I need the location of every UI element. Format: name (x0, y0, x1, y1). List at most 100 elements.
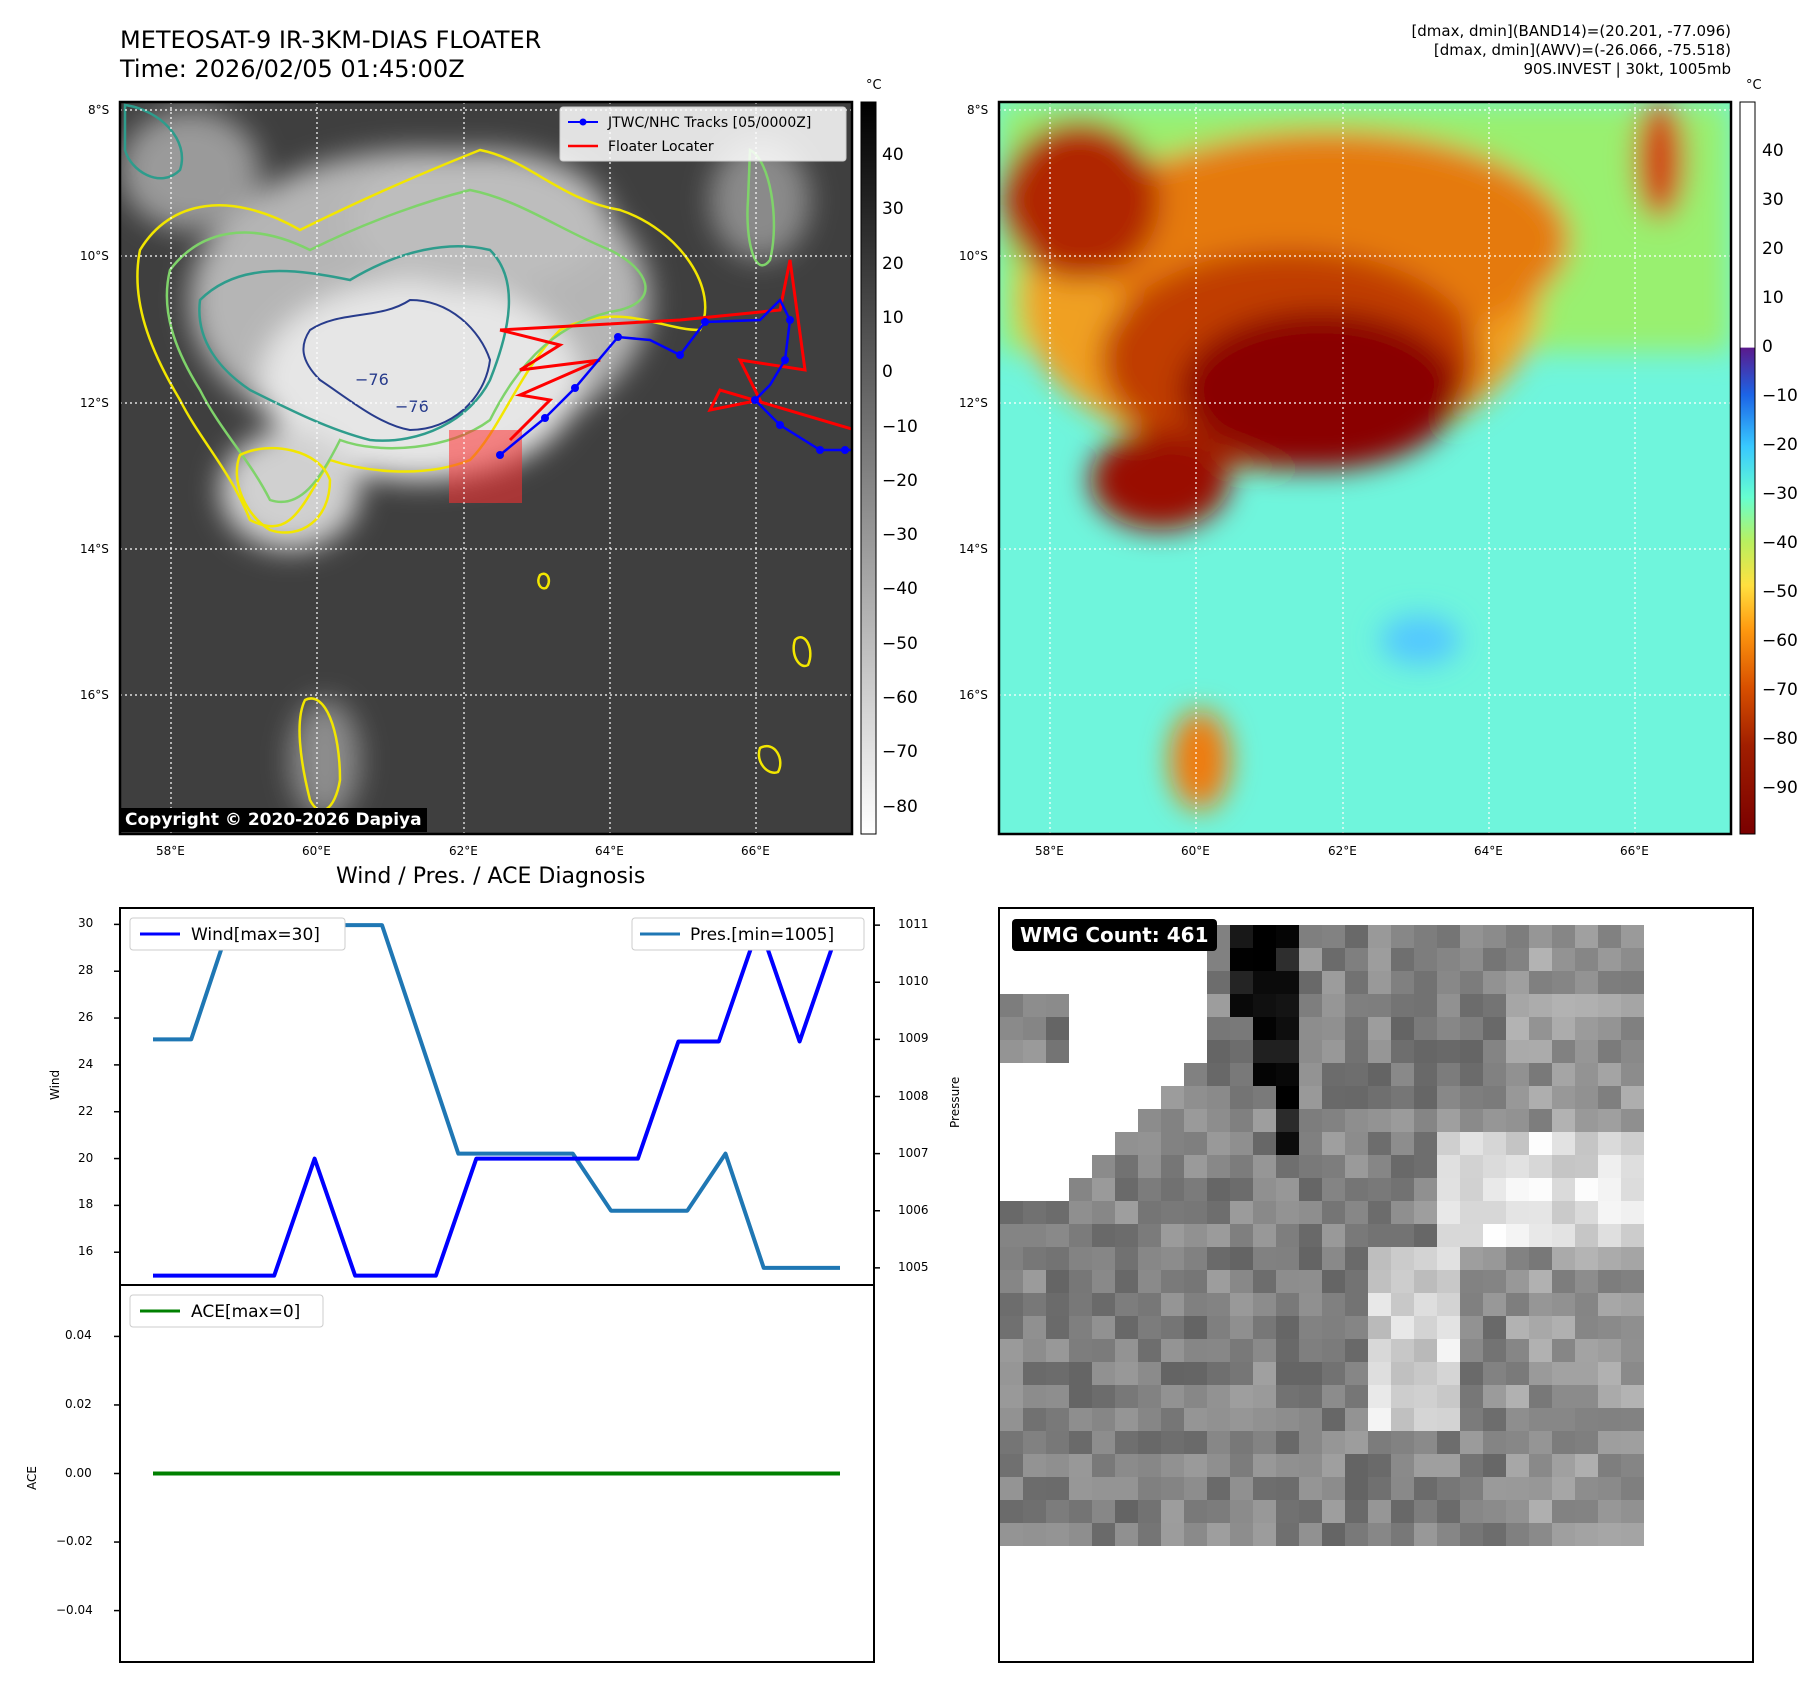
wmg-cell (1368, 925, 1391, 948)
wmg-cell (1000, 1362, 1023, 1385)
wmg-cell (1046, 1224, 1069, 1247)
wmg-cell (1437, 1431, 1460, 1454)
wmg-cell (1161, 1270, 1184, 1293)
wmg-cell (1276, 1339, 1299, 1362)
wmg-cell (1253, 1224, 1276, 1247)
wmg-cell (1299, 1201, 1322, 1224)
wmg-cell (1506, 1040, 1529, 1063)
wmg-cell (1575, 1040, 1598, 1063)
wmg-cell (1391, 1040, 1414, 1063)
wmg-cell (1391, 1086, 1414, 1109)
wmg-cell (1322, 1040, 1345, 1063)
wmg-cell (1483, 1109, 1506, 1132)
wmg-cell (1207, 1500, 1230, 1523)
wmg-cell (1207, 1201, 1230, 1224)
wmg-cell (1621, 1385, 1644, 1408)
wmg-cell (1414, 1523, 1437, 1546)
wmg-cell (1276, 1500, 1299, 1523)
enh-colorbar-tick: −70 (1762, 680, 1798, 700)
wmg-cell (1069, 1293, 1092, 1316)
wmg-cell (1322, 925, 1345, 948)
wmg-cell (1069, 1454, 1092, 1477)
wmg-cell (1437, 1362, 1460, 1385)
wmg-cell (1138, 1362, 1161, 1385)
wmg-cell (1621, 1132, 1644, 1155)
pressure-tick: 1006 (898, 1202, 929, 1217)
wind-tick: 24 (78, 1056, 94, 1071)
lon-tick: 58°E (1035, 844, 1064, 858)
wmg-cell (1552, 948, 1575, 971)
wmg-cell (1207, 1040, 1230, 1063)
enh-colorbar-tick: 40 (1762, 141, 1784, 161)
wmg-cell (1575, 1385, 1598, 1408)
wmg-cell (1161, 1362, 1184, 1385)
lat-tick: 8°S (967, 103, 989, 117)
wmg-cell (1046, 1247, 1069, 1270)
wmg-cell (1391, 1362, 1414, 1385)
wmg-cell (1621, 925, 1644, 948)
wmg-cell (1138, 1109, 1161, 1132)
wmg-cell (1414, 1408, 1437, 1431)
wmg-cell (1230, 1017, 1253, 1040)
wmg-cell (1299, 1178, 1322, 1201)
wmg-cell (1069, 1408, 1092, 1431)
wmg-cell (1368, 948, 1391, 971)
wmg-cell (1115, 1247, 1138, 1270)
wmg-cell (1276, 1523, 1299, 1546)
wmg-cell (1414, 1201, 1437, 1224)
wmg-cell (1207, 1155, 1230, 1178)
wmg-cell (1575, 1247, 1598, 1270)
wmg-cell (1414, 1293, 1437, 1316)
wmg-cell (1621, 1178, 1644, 1201)
wmg-cell (1023, 1339, 1046, 1362)
wmg-cell (1529, 1293, 1552, 1316)
wmg-cell (1437, 1270, 1460, 1293)
wmg-cell (1299, 1454, 1322, 1477)
wmg-cell (1414, 925, 1437, 948)
wmg-cell (1299, 925, 1322, 948)
wmg-cell (1230, 1385, 1253, 1408)
pressure-tick: 1007 (898, 1145, 929, 1160)
wmg-cell (1437, 1408, 1460, 1431)
wmg-cell (1575, 1086, 1598, 1109)
wmg-cell (1391, 1500, 1414, 1523)
wmg-cell (1000, 1270, 1023, 1293)
wmg-cell (1552, 1431, 1575, 1454)
wmg-cell (1184, 1362, 1207, 1385)
wmg-cell (1046, 994, 1069, 1017)
wmg-cell (1046, 1431, 1069, 1454)
wind-line (153, 922, 842, 1278)
wmg-cell (1184, 1109, 1207, 1132)
wmg-cell (1414, 1431, 1437, 1454)
wmg-cell (1138, 1431, 1161, 1454)
wmg-cell (1621, 1293, 1644, 1316)
wmg-cell (1483, 1362, 1506, 1385)
wmg-cell (1391, 1132, 1414, 1155)
wmg-cell (1345, 1224, 1368, 1247)
wmg-cell (1253, 1017, 1276, 1040)
wmg-cell (1391, 971, 1414, 994)
wmg-cell (1207, 1454, 1230, 1477)
wmg-cell (1437, 1178, 1460, 1201)
wmg-cell (1529, 1454, 1552, 1477)
wmg-cell (1253, 1155, 1276, 1178)
wmg-cell (1414, 1132, 1437, 1155)
wmg-cell (1115, 1178, 1138, 1201)
ace-tick: 0.04 (65, 1328, 92, 1343)
wmg-cell (1299, 1086, 1322, 1109)
wmg-cell (1368, 1109, 1391, 1132)
ir-colorbar-tick: 10 (882, 307, 904, 328)
wmg-cell (1184, 1201, 1207, 1224)
floater-locater-box (449, 430, 522, 503)
ace-axis-label: ACE (25, 1466, 39, 1490)
lat-tick: 16°S (80, 688, 109, 702)
wmg-cell (1368, 1362, 1391, 1385)
wmg-cell (1391, 1477, 1414, 1500)
wmg-cell (1368, 1500, 1391, 1523)
wmg-cell (1368, 994, 1391, 1017)
ir-colorbar-tick: 20 (882, 253, 904, 274)
wmg-cell (1598, 1270, 1621, 1293)
wmg-cell (1621, 1086, 1644, 1109)
wmg-cell (1230, 1270, 1253, 1293)
wmg-cell (1483, 1339, 1506, 1362)
